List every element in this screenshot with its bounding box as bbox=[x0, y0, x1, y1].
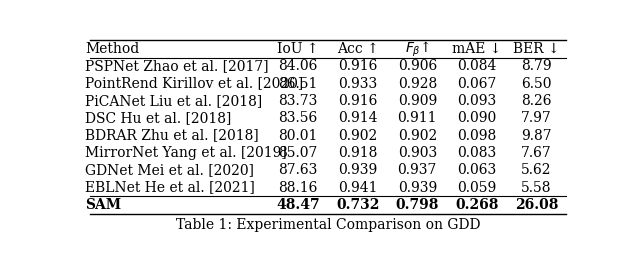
Text: 0.933: 0.933 bbox=[338, 77, 378, 91]
Text: 8.79: 8.79 bbox=[521, 59, 552, 73]
Text: 0.939: 0.939 bbox=[338, 163, 378, 177]
Text: 0.916: 0.916 bbox=[338, 59, 378, 73]
Text: 0.914: 0.914 bbox=[338, 111, 378, 125]
Text: 85.07: 85.07 bbox=[278, 146, 318, 160]
Text: 0.903: 0.903 bbox=[397, 146, 437, 160]
Text: Acc ↑: Acc ↑ bbox=[337, 42, 379, 56]
Text: 0.798: 0.798 bbox=[396, 198, 439, 212]
Text: 6.50: 6.50 bbox=[521, 77, 552, 91]
Text: 0.098: 0.098 bbox=[457, 129, 497, 143]
Text: 0.083: 0.083 bbox=[457, 146, 497, 160]
Text: DSC Hu et al. [2018]: DSC Hu et al. [2018] bbox=[85, 111, 231, 125]
Text: 0.059: 0.059 bbox=[457, 180, 497, 195]
Text: 0.084: 0.084 bbox=[457, 59, 497, 73]
Text: 0.939: 0.939 bbox=[397, 180, 437, 195]
Text: mAE ↓: mAE ↓ bbox=[452, 42, 502, 56]
Text: 7.97: 7.97 bbox=[521, 111, 552, 125]
Text: IoU ↑: IoU ↑ bbox=[278, 42, 319, 56]
Text: 7.67: 7.67 bbox=[521, 146, 552, 160]
Text: PointRend Kirillov et al. [2020]: PointRend Kirillov et al. [2020] bbox=[85, 77, 303, 91]
Text: 8.26: 8.26 bbox=[521, 94, 552, 108]
Text: GDNet Mei et al. [2020]: GDNet Mei et al. [2020] bbox=[85, 163, 254, 177]
Text: 9.87: 9.87 bbox=[521, 129, 552, 143]
Text: Table 1: Experimental Comparison on GDD: Table 1: Experimental Comparison on GDD bbox=[176, 218, 480, 232]
Text: 83.73: 83.73 bbox=[278, 94, 318, 108]
Text: 0.090: 0.090 bbox=[457, 111, 497, 125]
Text: SAM: SAM bbox=[85, 198, 121, 212]
Text: 80.01: 80.01 bbox=[278, 129, 318, 143]
Text: 0.732: 0.732 bbox=[336, 198, 380, 212]
Text: BER ↓: BER ↓ bbox=[513, 42, 559, 56]
Text: 0.268: 0.268 bbox=[455, 198, 499, 212]
Text: PSPNet Zhao et al. [2017]: PSPNet Zhao et al. [2017] bbox=[85, 59, 269, 73]
Text: 0.906: 0.906 bbox=[397, 59, 437, 73]
Text: 0.941: 0.941 bbox=[338, 180, 378, 195]
Text: 5.58: 5.58 bbox=[521, 180, 552, 195]
Text: 86.51: 86.51 bbox=[278, 77, 318, 91]
Text: 0.911: 0.911 bbox=[397, 111, 437, 125]
Text: EBLNet He et al. [2021]: EBLNet He et al. [2021] bbox=[85, 180, 255, 195]
Text: Method: Method bbox=[85, 42, 140, 56]
Text: 5.62: 5.62 bbox=[521, 163, 552, 177]
Text: 0.902: 0.902 bbox=[397, 129, 437, 143]
Text: 0.093: 0.093 bbox=[457, 94, 497, 108]
Text: 0.928: 0.928 bbox=[397, 77, 437, 91]
Text: 88.16: 88.16 bbox=[278, 180, 318, 195]
Text: 0.902: 0.902 bbox=[338, 129, 378, 143]
Text: 0.918: 0.918 bbox=[338, 146, 378, 160]
Text: 83.56: 83.56 bbox=[278, 111, 318, 125]
Text: 0.909: 0.909 bbox=[397, 94, 437, 108]
Text: 87.63: 87.63 bbox=[278, 163, 318, 177]
Text: 48.47: 48.47 bbox=[276, 198, 320, 212]
Text: 84.06: 84.06 bbox=[278, 59, 318, 73]
Text: $F_{\beta}$↑: $F_{\beta}$↑ bbox=[404, 39, 430, 58]
Text: 26.08: 26.08 bbox=[515, 198, 558, 212]
Text: 0.916: 0.916 bbox=[338, 94, 378, 108]
Text: PiCANet Liu et al. [2018]: PiCANet Liu et al. [2018] bbox=[85, 94, 262, 108]
Text: BDRAR Zhu et al. [2018]: BDRAR Zhu et al. [2018] bbox=[85, 129, 259, 143]
Text: 0.067: 0.067 bbox=[457, 77, 497, 91]
Text: 0.063: 0.063 bbox=[457, 163, 497, 177]
Text: MirrorNet Yang et al. [2019]: MirrorNet Yang et al. [2019] bbox=[85, 146, 287, 160]
Text: 0.937: 0.937 bbox=[397, 163, 437, 177]
